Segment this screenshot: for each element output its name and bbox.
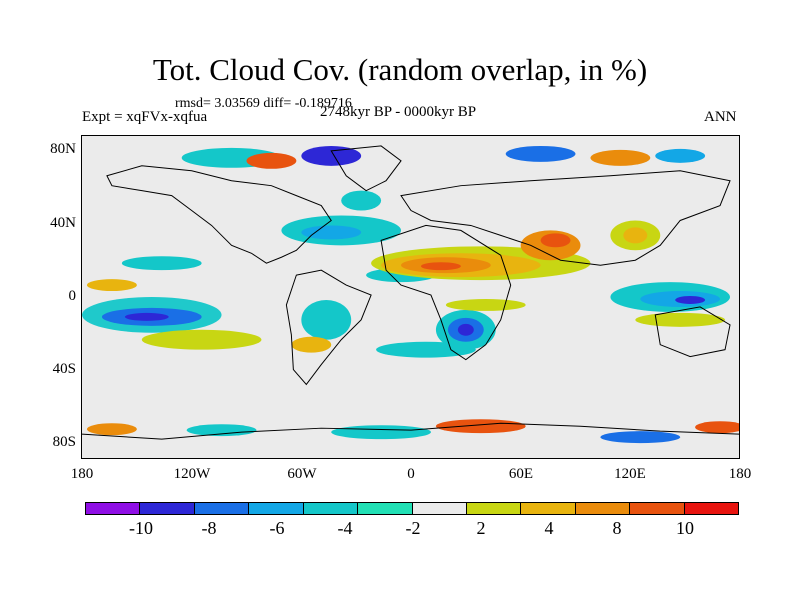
colorbar	[85, 502, 739, 515]
anomaly-patch	[124, 312, 169, 321]
colorbar-segment	[140, 503, 195, 514]
colorbar-label: -2	[405, 518, 421, 538]
anomaly-patch	[86, 423, 137, 436]
plot-title: Tot. Cloud Cov. (random overlap, in %)	[152, 52, 648, 87]
anomaly-patch	[341, 190, 382, 211]
colorbar-label: -10	[129, 518, 153, 538]
anomaly-patch	[540, 233, 571, 248]
anomaly-patch	[590, 149, 651, 166]
anomaly-patch	[246, 152, 297, 169]
colorbar-segment	[303, 503, 359, 514]
anomaly-patch	[301, 225, 362, 240]
stats-text: rmsd= 3.03569 diff= -0.189716	[175, 96, 352, 111]
anomaly-patch	[505, 145, 576, 162]
lat-label-80n: 80N	[50, 141, 76, 157]
anomaly-patch	[331, 425, 431, 440]
colorbar-label: 4	[544, 518, 554, 538]
anomaly-patch	[301, 299, 352, 340]
north-america-coastline	[106, 165, 332, 264]
anomaly-patch	[695, 421, 739, 434]
colorbar-segment	[249, 503, 304, 514]
anomaly-patch	[420, 262, 461, 271]
colorbar-segment	[521, 503, 576, 514]
colorbar-segment	[412, 503, 467, 514]
colorbar-segment	[630, 503, 685, 514]
colorbar-label: -4	[337, 518, 353, 538]
season-label: ANN	[704, 109, 737, 125]
colorbar-segment	[575, 503, 631, 514]
africa-coastline	[380, 224, 512, 361]
eurasia-coastline	[400, 170, 731, 266]
anomaly-patch	[635, 312, 726, 327]
anomaly-patch	[121, 256, 202, 271]
coastlines	[82, 145, 739, 440]
lon-label-120w: 120W	[173, 466, 211, 482]
lon-label-180e: 180	[728, 466, 752, 482]
colorbar-segment	[358, 503, 413, 514]
anomaly-patches	[82, 145, 739, 444]
cloud-cover-map	[82, 145, 739, 444]
colorbar-segment	[194, 503, 250, 514]
anomaly-patch	[301, 145, 362, 166]
south-america-coastline	[285, 269, 372, 386]
anomaly-patch	[141, 329, 262, 350]
lon-label-0: 0	[407, 466, 415, 482]
anomaly-patch	[623, 227, 648, 244]
anomaly-patch	[655, 148, 706, 163]
anomaly-patch	[600, 431, 681, 444]
lon-label-120e: 120E	[614, 466, 646, 482]
lat-label-80s: 80S	[52, 434, 76, 450]
lon-label-60e: 60E	[508, 466, 534, 482]
anomaly-patch	[435, 419, 526, 434]
anomaly-patch	[457, 323, 474, 336]
lat-label-0: 0	[68, 288, 77, 304]
greenland-coastline	[330, 145, 402, 192]
colorbar-label: 10	[676, 518, 694, 538]
period-label: 2748kyr BP - 0000kyr BP	[320, 104, 477, 120]
lon-label-60w: 60W	[287, 466, 317, 482]
colorbar-segment	[466, 503, 522, 514]
australia-coastline	[654, 306, 731, 358]
colorbar-label: 8	[612, 518, 622, 538]
lon-label-180w: 180	[70, 466, 94, 482]
anomaly-patch	[376, 341, 476, 358]
anomaly-patch	[86, 279, 137, 292]
experiment-label: Expt = xqFVx-xqfua	[82, 109, 208, 125]
colorbar-label: -8	[201, 518, 217, 538]
colorbar-segment	[86, 503, 141, 514]
anomaly-patch	[186, 424, 257, 437]
colorbar-segment	[684, 503, 739, 514]
antarctica-coastline	[82, 422, 739, 440]
lat-label-40s: 40S	[52, 361, 76, 377]
map-panel	[81, 135, 740, 459]
anomaly-patch	[445, 298, 526, 311]
anomaly-patch	[675, 296, 706, 304]
anomaly-patch	[291, 336, 332, 353]
colorbar-label: -6	[269, 518, 285, 538]
lat-label-40n: 40N	[50, 215, 76, 231]
colorbar-label: 2	[476, 518, 486, 538]
